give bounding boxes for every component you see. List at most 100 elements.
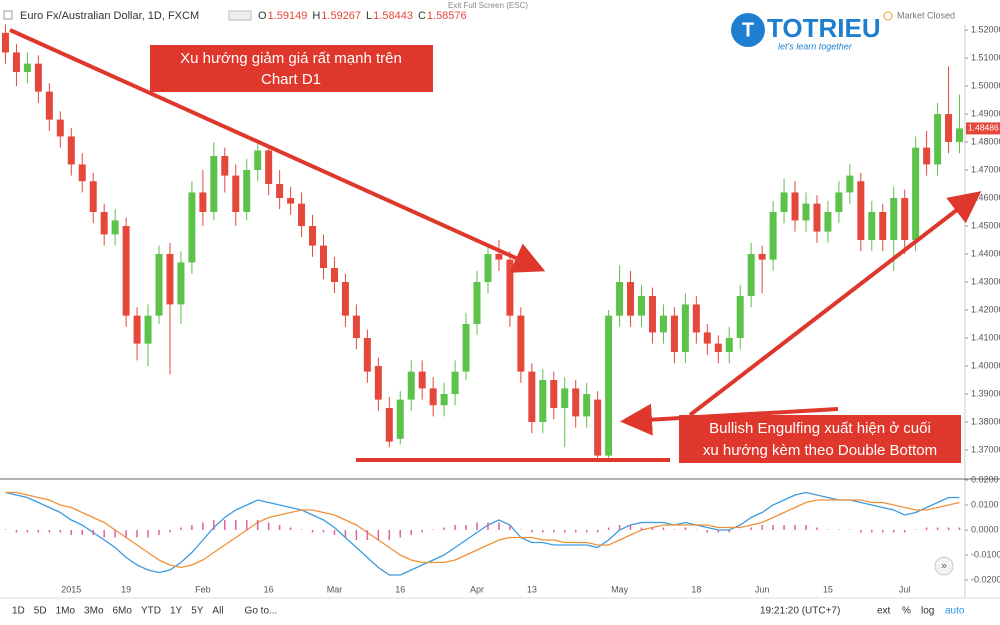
candle-body [572, 388, 580, 417]
option-button[interactable]: ext [877, 606, 891, 617]
candle-body [835, 192, 843, 213]
candle-body [550, 380, 558, 409]
candle-body [67, 136, 75, 165]
y-tick-label: 1.52000 [971, 24, 1000, 34]
x-tick-label: Apr [470, 584, 484, 594]
candle-body [802, 203, 810, 221]
y-tick-label: 1.42000 [971, 304, 1000, 314]
scroll-icon[interactable]: » [941, 561, 947, 572]
exit-fullscreen[interactable]: Exit Full Screen (ESC) [448, 1, 528, 10]
y-tick-label: -0.0100 [971, 549, 1000, 559]
candle-body [484, 254, 492, 283]
y-tick-label: 0.0000 [971, 524, 999, 534]
y-tick-label: 1.45000 [971, 220, 1000, 230]
candle-body [879, 212, 887, 241]
candle-body [199, 192, 207, 213]
range-button[interactable]: YTD [141, 606, 161, 617]
annotation-text: xu hướng kèm theo Double Bottom [703, 442, 937, 459]
candle-body [605, 315, 613, 456]
logo-tagline: let's learn together [778, 41, 853, 51]
candle-body [681, 304, 689, 353]
candle-body [254, 150, 262, 171]
menu-icon[interactable] [3, 10, 13, 20]
annotation-text: Chart D1 [261, 71, 321, 88]
candle-body [561, 388, 569, 409]
ohlc-value: 1.58576 [427, 10, 467, 22]
candle-body [769, 212, 777, 260]
candle-body [912, 147, 920, 241]
candle-body [330, 268, 338, 283]
candle-body [791, 192, 799, 221]
x-tick-label: Feb [195, 584, 211, 594]
candle-body [956, 128, 964, 143]
candle-body [396, 399, 404, 439]
option-button[interactable]: auto [945, 606, 965, 617]
range-button[interactable]: 1Mo [56, 606, 76, 617]
candle-body [341, 282, 349, 316]
candle-body [517, 315, 525, 372]
x-tick-label: 16 [395, 584, 405, 594]
candle-body [309, 226, 317, 246]
candle-body [166, 254, 174, 305]
candle-body [287, 198, 295, 204]
candle-body [659, 315, 667, 333]
y-tick-label: 1.39000 [971, 388, 1000, 398]
x-tick-label: 13 [527, 584, 537, 594]
last-price-tag [966, 122, 1000, 135]
candle-body [23, 63, 31, 73]
logo-icon [731, 13, 765, 47]
x-tick-label: Jul [899, 584, 911, 594]
range-button[interactable]: 5D [34, 606, 47, 617]
y-tick-label: 1.50000 [971, 80, 1000, 90]
candle-body [144, 315, 152, 344]
candle-body [45, 91, 53, 120]
range-button[interactable]: 6Mo [113, 606, 133, 617]
candle-body [627, 282, 635, 316]
candle-body [813, 203, 821, 232]
candle-body [89, 181, 97, 213]
candle-body [243, 170, 251, 213]
option-button[interactable]: log [921, 606, 934, 617]
option-button[interactable]: % [902, 606, 911, 617]
ohlc-value: 1.59267 [321, 10, 361, 22]
last-price-label: 1.48486 [968, 123, 999, 133]
candle-body [188, 192, 196, 263]
range-button[interactable]: All [212, 606, 223, 617]
annotation-text: Bullish Engulfing xuất hiện ở cuối [709, 420, 931, 437]
candle-body [736, 296, 744, 339]
y-tick-label: 1.48000 [971, 136, 1000, 146]
downtrend-arrow [9, 28, 546, 273]
candle-body [440, 394, 448, 406]
scroll-button[interactable] [934, 556, 954, 576]
candle-body [901, 198, 909, 241]
candle-body [758, 254, 766, 260]
x-tick-label: May [611, 584, 629, 594]
candle-body [594, 399, 602, 456]
candle-body [923, 147, 931, 165]
toolbar: 1D 5D 1Mo 3Mo 6Mo YTD 1Y 5Y All Go to... ext% log au… [12, 606, 965, 617]
candle-body [846, 175, 854, 193]
range-button[interactable]: 5Y [191, 606, 204, 617]
logo-mark: T [742, 19, 754, 41]
candle-body [298, 203, 306, 227]
candle-body [824, 212, 832, 232]
macd-line [5, 491, 960, 576]
ohlc-group: O 1.59149 H 1.59267 L 1.58443 C 1.58576 [258, 10, 467, 22]
uptrend-arrow [688, 191, 982, 417]
range-button[interactable]: 1Y [170, 606, 183, 617]
candle-body [670, 315, 678, 353]
candle-body [451, 371, 459, 395]
annotation-box [679, 415, 961, 463]
candle-body [56, 119, 64, 137]
candle-body [177, 262, 185, 305]
range-button[interactable]: 3Mo [84, 606, 104, 617]
range-button[interactable]: 1D [12, 606, 25, 617]
goto-button[interactable]: Go to... [245, 606, 278, 617]
candle-body [319, 245, 327, 269]
y-tick-label: 1.47000 [971, 164, 1000, 174]
y-tick-label: 1.46000 [971, 192, 1000, 202]
symbol-icons [228, 10, 252, 21]
candle-body [232, 175, 240, 213]
y-tick-label: 1.37000 [971, 444, 1000, 454]
clock: 19:21:20 (UTC+7) [760, 606, 840, 617]
